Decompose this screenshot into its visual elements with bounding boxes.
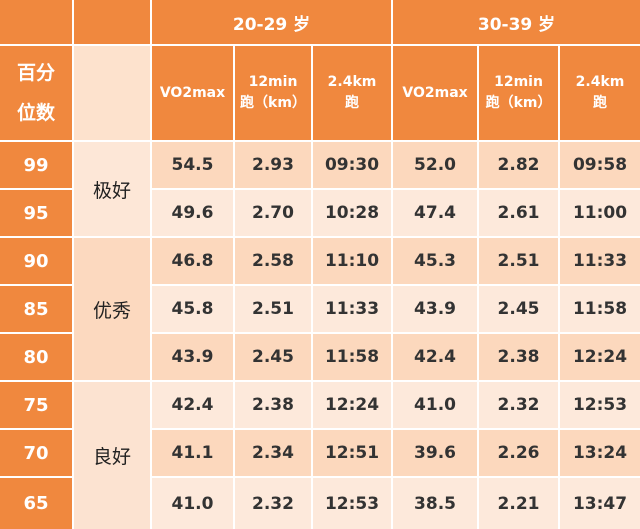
- value-cell: 42.4: [393, 334, 480, 382]
- value-cell: 49.6: [152, 190, 235, 238]
- group-header-row: 20-29 岁 30-39 岁: [0, 0, 640, 46]
- corner-cell: [0, 0, 74, 46]
- percentile-cell: 65: [0, 478, 74, 529]
- value-cell: 47.4: [393, 190, 480, 238]
- level-header-blank: [74, 46, 152, 142]
- column-header-row: 百分 位数 VO2max 12min 跑（km） 2.4km 跑 VO2max 12…: [0, 46, 640, 142]
- value-cell: 11:58: [313, 334, 394, 382]
- table-row: 90 优秀 46.8 2.58 11:10 45.3 2.51 11:33: [0, 238, 640, 382]
- value-cell: 2.32: [479, 382, 561, 430]
- value-cell: 45.3: [393, 238, 480, 286]
- value-cell: 11:33: [313, 286, 394, 334]
- value-cell: 12:53: [560, 382, 640, 430]
- value-cell: 11:58: [560, 286, 640, 334]
- value-cell: 46.8: [152, 238, 235, 286]
- value-cell: 2.26: [479, 430, 561, 478]
- value-cell: 09:30: [313, 142, 394, 190]
- value-cell: 41.1: [152, 430, 235, 478]
- value-cell: 2.82: [479, 142, 561, 190]
- value-cell: 38.5: [393, 478, 480, 529]
- value-cell: 2.51: [479, 238, 561, 286]
- value-cell: 09:58: [560, 142, 640, 190]
- percentile-cell: 95: [0, 190, 74, 238]
- value-cell: 39.6: [393, 430, 480, 478]
- value-cell: 2.38: [479, 334, 561, 382]
- value-cell: 2.38: [235, 382, 313, 430]
- percentile-header-line1: 百分: [16, 62, 55, 84]
- value-cell: 2.93: [235, 142, 313, 190]
- value-cell: 13:24: [560, 430, 640, 478]
- column-header-vo2max: VO2max: [393, 46, 480, 142]
- value-cell: 45.8: [152, 286, 235, 334]
- value-cell: 52.0: [393, 142, 480, 190]
- level-cell: 良好: [74, 382, 152, 529]
- value-cell: 2.21: [479, 478, 561, 529]
- age-group-header: 20-29 岁: [152, 0, 394, 46]
- percentile-cell: 75: [0, 382, 74, 430]
- value-cell: 2.32: [235, 478, 313, 529]
- percentile-cell: 85: [0, 286, 74, 334]
- value-cell: 2.58: [235, 238, 313, 286]
- value-cell: 12:24: [560, 334, 640, 382]
- value-cell: 41.0: [152, 478, 235, 529]
- level-cell: 优秀: [74, 238, 152, 382]
- level-cell: 极好: [74, 142, 152, 238]
- value-cell: 2.51: [235, 286, 313, 334]
- value-cell: 12:24: [313, 382, 394, 430]
- percentile-cell: 80: [0, 334, 74, 382]
- column-header-2-4km: 2.4km 跑: [560, 46, 640, 142]
- value-cell: 12:53: [313, 478, 394, 529]
- value-cell: 2.45: [479, 286, 561, 334]
- column-header-12min: 12min 跑（km）: [479, 46, 561, 142]
- value-cell: 2.70: [235, 190, 313, 238]
- percentile-cell: 70: [0, 430, 74, 478]
- value-cell: 54.5: [152, 142, 235, 190]
- value-cell: 11:33: [560, 238, 640, 286]
- value-cell: 12:51: [313, 430, 394, 478]
- value-cell: 13:47: [572, 493, 628, 514]
- percentile-cell: 90: [0, 238, 74, 286]
- value-cell: 42.4: [152, 382, 235, 430]
- column-header-12min: 12min 跑（km）: [235, 46, 313, 142]
- age-group-header: 30-39 岁: [393, 0, 640, 46]
- column-header-2-4km: 2.4km 跑: [313, 46, 394, 142]
- value-cell: 2.61: [479, 190, 561, 238]
- table-row: 99 极好 54.5 2.93 09:30 52.0 2.82 09:58: [0, 142, 640, 238]
- value-cell: 11:00: [560, 190, 640, 238]
- value-cell: 43.9: [393, 286, 480, 334]
- value-cell: 43.9: [152, 334, 235, 382]
- table-row: 75 良好 42.4 2.38 12:24 41.0 2.32 12:53: [0, 382, 640, 529]
- percentile-header-line2: 位数: [16, 102, 55, 124]
- value-cell: 11:10: [313, 238, 394, 286]
- percentile-header: 百分 位数: [0, 46, 74, 142]
- value-cell: 41.0: [393, 382, 480, 430]
- value-cell: 2.45: [235, 334, 313, 382]
- column-header-vo2max: VO2max: [152, 46, 235, 142]
- corner-cell: [74, 0, 152, 46]
- value-cell: 2.34: [235, 430, 313, 478]
- percentile-cell: 99: [0, 142, 74, 190]
- value-cell: 10:28: [313, 190, 394, 238]
